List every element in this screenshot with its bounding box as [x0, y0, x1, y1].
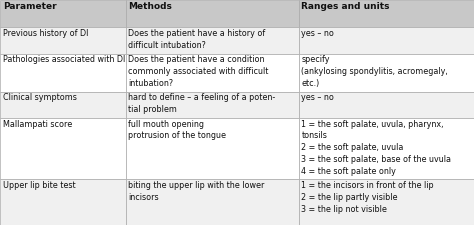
- Text: Ranges and units: Ranges and units: [301, 2, 390, 11]
- Bar: [126, 179, 299, 225]
- Text: 1 = the incisors in front of the lip
2 = the lip partly visible
3 = the lip not : 1 = the incisors in front of the lip 2 =…: [301, 181, 434, 214]
- Bar: [126, 27, 299, 54]
- Bar: [299, 118, 474, 179]
- Text: specify
(ankylosing spondylitis, acromegaly,
etc.): specify (ankylosing spondylitis, acromeg…: [301, 55, 448, 88]
- Bar: [299, 54, 474, 92]
- Text: Methods: Methods: [128, 2, 173, 11]
- Text: Pathologies associated with DI: Pathologies associated with DI: [3, 55, 125, 64]
- Text: Clinical symptoms: Clinical symptoms: [3, 93, 77, 102]
- Text: Previous history of DI: Previous history of DI: [3, 29, 88, 38]
- Text: hard to define – a feeling of a poten-
tial problem: hard to define – a feeling of a poten- t…: [128, 93, 276, 114]
- Text: yes – no: yes – no: [301, 93, 334, 102]
- Text: Mallampati score: Mallampati score: [3, 119, 72, 128]
- Text: Does the patient have a condition
commonly associated with difficult
intubation?: Does the patient have a condition common…: [128, 55, 269, 88]
- Text: biting the upper lip with the lower
incisors: biting the upper lip with the lower inci…: [128, 181, 265, 202]
- Bar: [126, 54, 299, 92]
- Bar: [299, 27, 474, 54]
- Bar: [0, 54, 126, 92]
- Bar: [0, 92, 126, 118]
- Bar: [126, 118, 299, 179]
- Text: full mouth opening
protrusion of the tongue: full mouth opening protrusion of the ton…: [128, 119, 227, 140]
- Bar: [299, 92, 474, 118]
- Bar: [299, 179, 474, 225]
- Bar: [0, 0, 126, 27]
- Bar: [0, 179, 126, 225]
- Bar: [126, 92, 299, 118]
- Text: Upper lip bite test: Upper lip bite test: [3, 181, 75, 190]
- Text: Parameter: Parameter: [3, 2, 56, 11]
- Text: 1 = the soft palate, uvula, pharynx,
tonsils
2 = the soft palate, uvula
3 = the : 1 = the soft palate, uvula, pharynx, ton…: [301, 119, 451, 176]
- Bar: [0, 27, 126, 54]
- Bar: [126, 0, 299, 27]
- Text: Does the patient have a history of
difficult intubation?: Does the patient have a history of diffi…: [128, 29, 266, 50]
- Text: yes – no: yes – no: [301, 29, 334, 38]
- Bar: [299, 0, 474, 27]
- Bar: [0, 118, 126, 179]
